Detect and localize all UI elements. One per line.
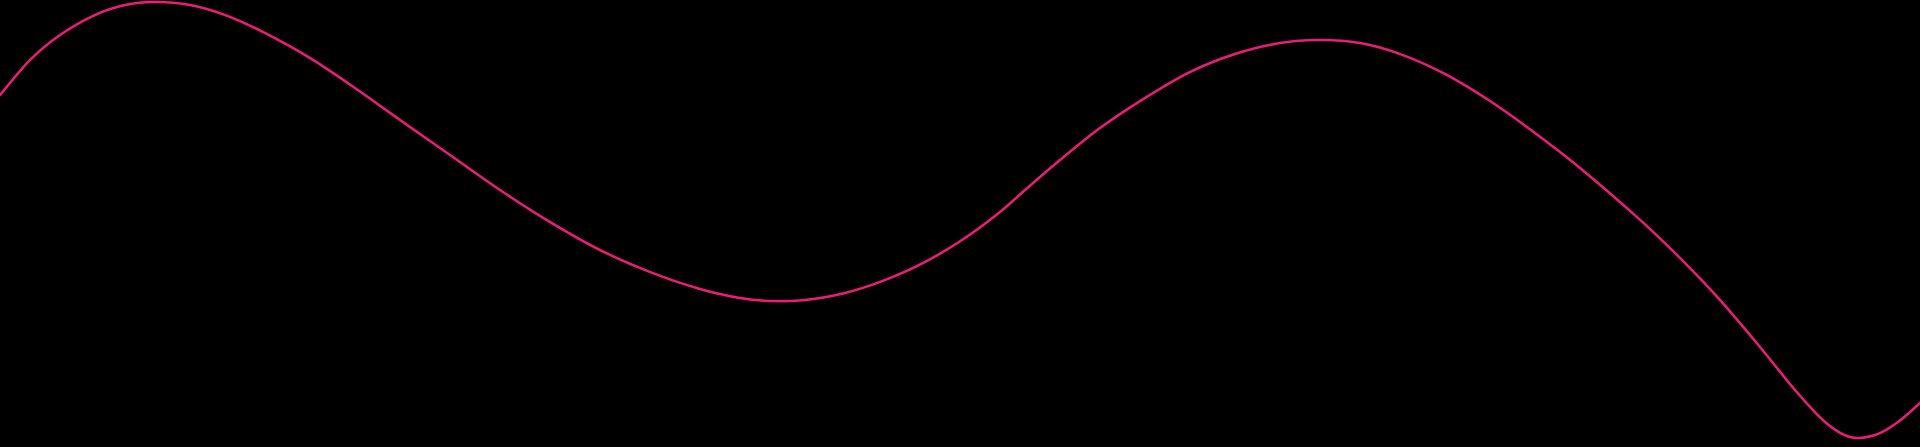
wave-line-path [0, 2, 1920, 438]
